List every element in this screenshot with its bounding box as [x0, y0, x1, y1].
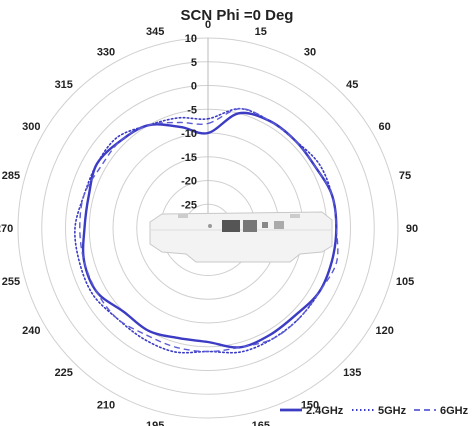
angle-tick-label: 90: [406, 223, 418, 235]
angle-tick-label: 120: [375, 325, 393, 337]
radial-tick-label: 10: [185, 33, 197, 45]
angle-tick-label: 45: [346, 79, 358, 91]
angle-tick-label: 240: [22, 325, 40, 337]
radial-tick-label: -25: [181, 199, 197, 211]
radial-tick-label: -20: [181, 176, 197, 188]
chart-title: SCN Phi =0 Deg: [181, 7, 294, 24]
legend: 2.4GHz 5GHz 6GHz: [280, 405, 469, 417]
angle-tick-label: 135: [343, 367, 361, 379]
series-layer: [74, 107, 339, 354]
angle-tick-label: 300: [22, 121, 40, 133]
angle-tick-label: 270: [0, 223, 13, 235]
angle-tick-label: 30: [304, 46, 316, 58]
angle-tick-label: 330: [97, 46, 115, 58]
angle-tick-label: 105: [396, 276, 414, 288]
angle-tick-label: 75: [399, 170, 411, 182]
legend-label: 5GHz: [378, 405, 407, 417]
angle-tick-label: 195: [146, 420, 164, 426]
radial-labels: 10 5 0 -5 -10 -15 -20 -25: [181, 33, 197, 211]
angle-tick-label: 315: [55, 79, 73, 91]
access-point-device-image: [149, 211, 333, 263]
angle-tick-label: 225: [55, 367, 73, 379]
angle-tick-label: 15: [255, 26, 267, 38]
radial-tick-label: -10: [181, 128, 197, 140]
radial-tick-label: -15: [181, 152, 197, 164]
radial-tick-label: 5: [191, 57, 197, 69]
angle-tick-label: 285: [2, 170, 20, 182]
angle-tick-label: 255: [2, 276, 20, 288]
legend-label: 2.4GHz: [306, 405, 344, 417]
angle-tick-label: 0: [205, 19, 211, 31]
angle-tick-label: 210: [97, 400, 115, 412]
angle-tick-label: 60: [379, 121, 391, 133]
angle-labels: 0153045607590105120135150165180195210225…: [0, 19, 418, 426]
radial-tick-label: 0: [191, 81, 197, 93]
angle-tick-label: 345: [146, 26, 164, 38]
radial-tick-label: -5: [187, 104, 197, 116]
angle-tick-label: 165: [252, 420, 270, 426]
legend-label: 6GHz: [440, 405, 469, 417]
series-line-6ghz: [79, 107, 339, 353]
angle-tick-label: 150: [301, 400, 319, 412]
